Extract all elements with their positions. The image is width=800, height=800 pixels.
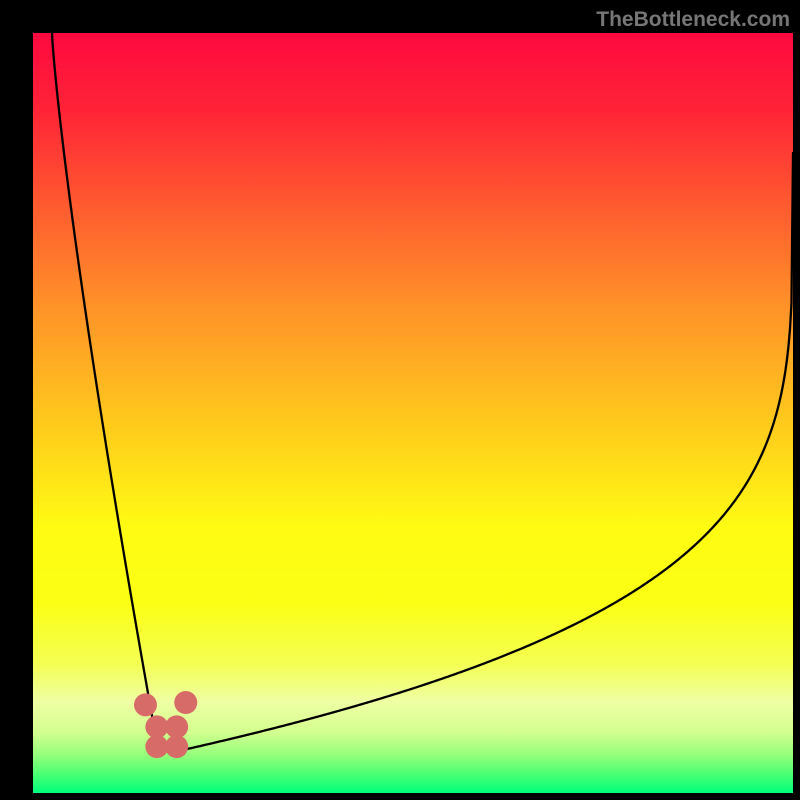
bottleneck-curve (52, 33, 793, 751)
plot-area (33, 33, 793, 793)
marker-dot (145, 735, 168, 758)
marker-dot (165, 735, 188, 758)
curve-overlay (33, 33, 793, 793)
marker-dot (134, 693, 157, 716)
chart-frame: TheBottleneck.com (0, 0, 800, 800)
watermark-label: TheBottleneck.com (596, 8, 790, 32)
marker-dot (145, 715, 168, 738)
marker-dot (165, 715, 188, 738)
marker-dot (174, 691, 197, 714)
